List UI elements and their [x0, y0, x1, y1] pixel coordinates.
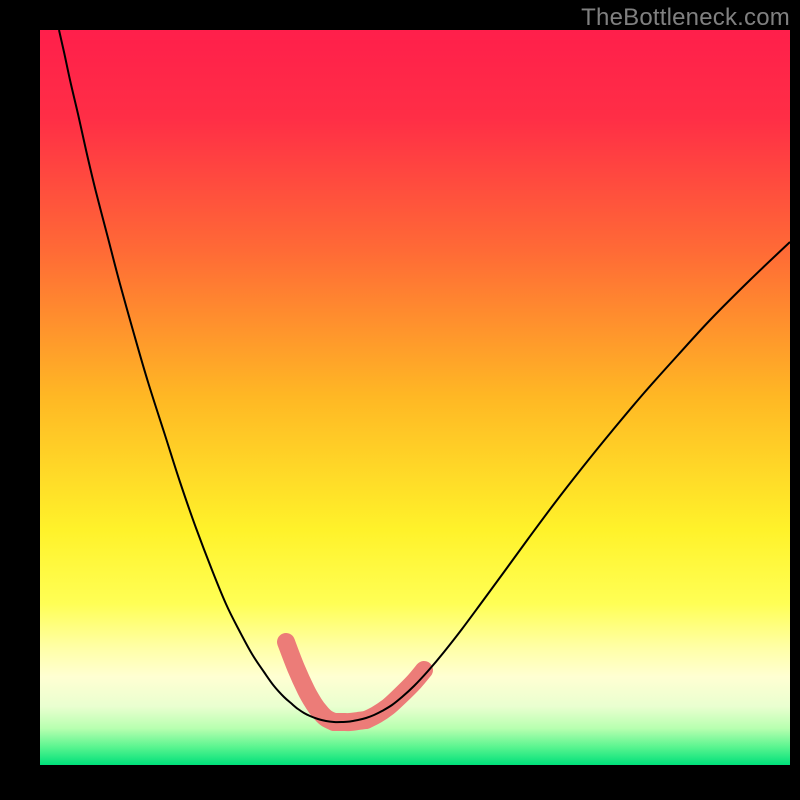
watermark-text: TheBottleneck.com — [581, 4, 790, 32]
chart-container: TheBottleneck.com — [0, 0, 800, 800]
bottleneck-chart — [0, 0, 800, 800]
